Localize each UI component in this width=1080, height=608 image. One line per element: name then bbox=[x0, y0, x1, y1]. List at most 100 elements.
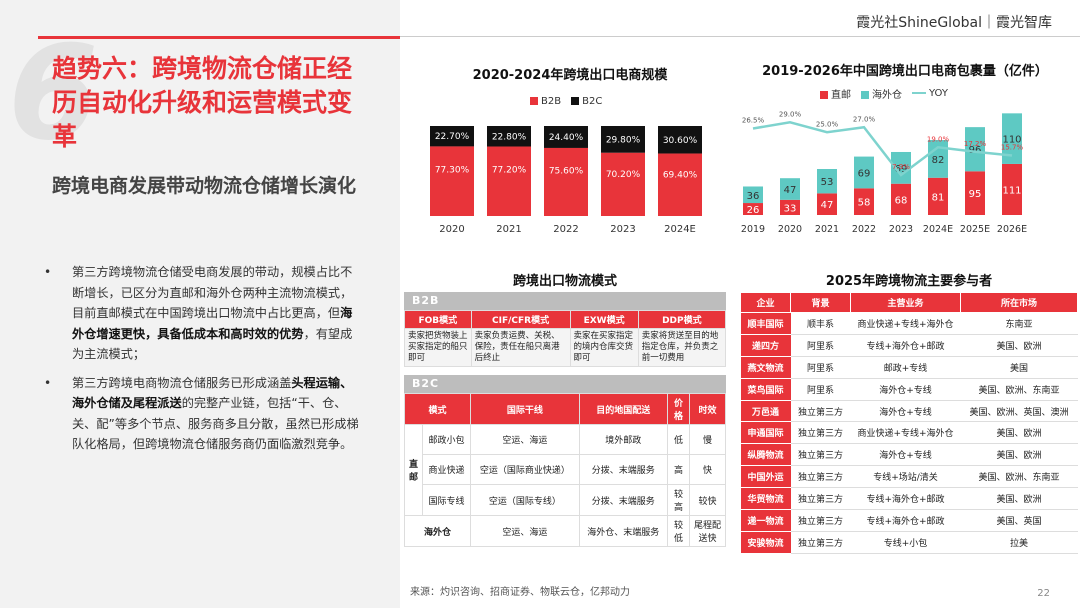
chart1-title: 2020-2024年跨境出口电商规模 bbox=[472, 68, 668, 83]
data-label: 26 bbox=[747, 205, 760, 216]
tick-label: 2026E bbox=[997, 224, 1027, 235]
chart2-legend: 直邮 海外仓 YOY bbox=[820, 86, 948, 101]
b2c-col: 模式 bbox=[403, 393, 472, 425]
yoy-label: 15.7% bbox=[1001, 144, 1024, 152]
section-number: 6 bbox=[8, 17, 99, 169]
tick-label: 2025E bbox=[960, 224, 990, 235]
data-label: 22.70% bbox=[435, 132, 470, 142]
players-title: 2025年跨境物流主要参与者 bbox=[825, 274, 993, 289]
players-col: 企业 bbox=[740, 292, 791, 313]
page-number: 22 bbox=[1037, 588, 1050, 599]
b2b-desc: 卖家负责运费、关税、保险，责任在船只离港后终止 bbox=[470, 328, 571, 367]
yoy-label: 7.9% bbox=[892, 163, 910, 171]
tick-label: 2024E bbox=[664, 224, 696, 235]
data-label: 70.20% bbox=[606, 170, 641, 180]
table-row: 安骏物流 独立第三方 专线+小包 拉美 bbox=[740, 531, 1078, 554]
table-row: 菜鸟国际 阿里系 海外仓+专线 美国、欧洲、东南亚 bbox=[740, 378, 1078, 401]
table-row: 国际专线 空运（国际专线） 分拨、末端服务 较高 较快 bbox=[405, 484, 726, 516]
data-label: 47 bbox=[821, 200, 834, 211]
bar-b2c bbox=[601, 126, 645, 153]
tick-label: 2021 bbox=[496, 224, 521, 235]
data-label: 68 bbox=[895, 195, 908, 206]
data-label: 58 bbox=[858, 198, 871, 209]
bar-overseas bbox=[780, 178, 800, 200]
legend-direct: 直邮 bbox=[820, 86, 851, 101]
tick-label: 2020 bbox=[778, 224, 802, 235]
legend-overseas: 海外仓 bbox=[861, 86, 902, 101]
bullet-item: 第三方跨境物流仓储受电商发展的带动，规模占比不断增长，已区分为直邮和海外仓两种主… bbox=[42, 262, 360, 365]
data-label: 81 bbox=[932, 192, 945, 203]
b2b-col: FOB模式 bbox=[404, 310, 472, 329]
yoy-label: 25.0% bbox=[816, 120, 839, 128]
data-label: 77.20% bbox=[492, 166, 527, 176]
table-row: 纵腾物流 独立第三方 海外仓+专线 美国、欧洲 bbox=[740, 443, 1078, 467]
bar-b2b bbox=[601, 152, 645, 216]
table-row: 华贸物流 独立第三方 专线+海外仓+邮政 美国、欧洲 bbox=[740, 487, 1078, 511]
data-label: 36 bbox=[747, 191, 760, 202]
chart2-title: 2019-2026年中国跨境出口电商包裹量（亿件） bbox=[762, 64, 1048, 79]
tick-label: 2023 bbox=[889, 224, 913, 235]
bar-overseas bbox=[854, 156, 874, 189]
table-row: 中国外运 独立第三方 专线+场站/清关 美国、欧洲、东南亚 bbox=[740, 465, 1078, 489]
b2c-col: 价格 bbox=[667, 393, 690, 425]
data-label: 82 bbox=[932, 155, 945, 166]
table-row: 商业快递 空运（国际商业快递） 分拨、末端服务 高 快 bbox=[405, 454, 726, 485]
bar-direct bbox=[817, 193, 837, 215]
table-row: 海外仓 空运、海运 海外仓、末端服务 较低 尾程配送快 bbox=[403, 515, 726, 547]
bar-overseas bbox=[1002, 113, 1022, 164]
accent-line bbox=[38, 36, 400, 39]
bar-b2c bbox=[487, 126, 531, 147]
bar-direct bbox=[928, 177, 948, 215]
page-title: 趋势六：跨境物流仓储正经历自动化升级和运营模式变革 bbox=[52, 54, 353, 151]
b2c-header: B2C bbox=[404, 375, 726, 393]
b2b-col: EXW模式 bbox=[569, 310, 639, 329]
bar-b2b bbox=[544, 147, 588, 216]
yoy-label: 27.0% bbox=[853, 115, 876, 123]
b2b-desc: 卖家在买家指定的境内仓库交货即可 bbox=[569, 328, 639, 367]
players-table: 企业 背景 主营业务 所在市场 顺丰国际 顺丰系 商业快递+专线+海外仓 东南亚 递四方… bbox=[740, 292, 1078, 554]
data-label: 69.40% bbox=[663, 170, 698, 180]
bar-direct bbox=[780, 199, 800, 215]
data-label: 77.30% bbox=[435, 166, 470, 176]
tick-label: 2020 bbox=[439, 224, 464, 235]
tick-label: 2024E bbox=[923, 224, 953, 235]
b2b-header: B2B bbox=[404, 292, 726, 310]
source-note: 来源：灼识咨询、招商证券、物联云仓，亿邦动力 bbox=[410, 587, 630, 598]
bar-b2c bbox=[430, 126, 474, 147]
bar-overseas bbox=[965, 127, 985, 172]
table-row: 递一物流 独立第三方 专线+海外仓+邮政 美国、英国 bbox=[740, 509, 1078, 532]
brand-logo: 霞光社ShineGlobal｜霞光智库 bbox=[856, 15, 1052, 31]
b2b-desc: 卖家将货送至目的地指定仓库，并负责之前一切费用 bbox=[637, 328, 727, 367]
yoy-label: 17.2% bbox=[964, 140, 987, 148]
data-label: 69 bbox=[858, 168, 871, 179]
b2b-desc: 卖家把货物装上买家指定的船只即可 bbox=[404, 328, 472, 367]
data-label: 22.80% bbox=[492, 132, 527, 142]
tick-label: 2019 bbox=[741, 224, 765, 235]
players-col: 背景 bbox=[790, 292, 851, 313]
data-label: 53 bbox=[821, 177, 834, 188]
yoy-label: 19.0% bbox=[927, 135, 950, 143]
bar-b2b bbox=[658, 153, 702, 216]
yoy-line bbox=[752, 120, 1013, 177]
data-label: 110 bbox=[1002, 135, 1021, 146]
data-label: 30.60% bbox=[663, 136, 698, 146]
chart1-svg: 22.70% 77.30% 2020 22.80% 77.20% 2021 24.40% 75… bbox=[430, 126, 702, 235]
chart1-legend: B2B B2C bbox=[530, 96, 602, 107]
yoy-label: 26.5% bbox=[742, 117, 765, 125]
data-label: 33 bbox=[784, 203, 797, 214]
bar-overseas bbox=[743, 186, 763, 204]
bar-overseas bbox=[817, 169, 837, 194]
table-row: 燕文物流 阿里系 邮政+专线 美国 bbox=[740, 356, 1078, 379]
bar-direct bbox=[965, 171, 985, 215]
players-col: 主营业务 bbox=[850, 292, 961, 313]
b2b-col: DDP模式 bbox=[637, 310, 727, 329]
divider-line bbox=[400, 36, 1080, 37]
data-label: 47 bbox=[784, 185, 797, 196]
b2b-table: FOB模式 CIF/CFR模式 EXW模式 DDP模式 卖家把货物装上买家指定的… bbox=[404, 310, 727, 367]
legend-b2b: B2B bbox=[530, 96, 561, 107]
bar-direct bbox=[743, 203, 763, 215]
bar-b2b bbox=[430, 146, 474, 216]
tick-label: 2022 bbox=[852, 224, 876, 235]
bar-b2b bbox=[487, 146, 531, 216]
yoy-label: 29.0% bbox=[779, 110, 802, 118]
